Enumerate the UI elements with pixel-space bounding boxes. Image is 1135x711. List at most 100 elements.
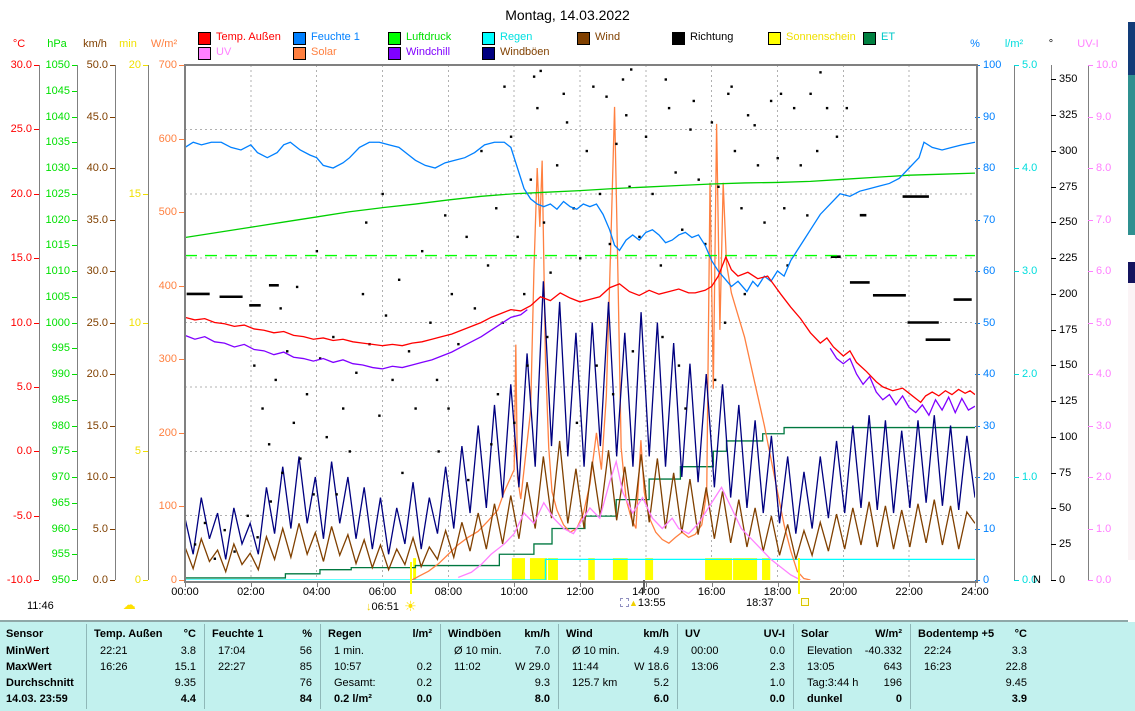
axis-tick: [72, 220, 77, 221]
annotation-sunrise: ↓06:51 ☀: [366, 597, 417, 614]
table-cell-value: 8.0: [534, 693, 550, 705]
table-col-unit: °C: [183, 628, 196, 640]
legend-label: Luftdruck: [406, 31, 452, 43]
axis-tick: [72, 142, 77, 143]
axis-tick: [34, 65, 39, 66]
direction-dot: [806, 214, 809, 217]
legend-label: Temp. Außen: [216, 31, 281, 43]
table-cell-value: 4.4: [180, 693, 196, 705]
series-Feuchte 1: [185, 141, 975, 293]
axis-tick: [72, 426, 77, 427]
legend-label: ET: [881, 31, 896, 43]
direction-dot: [845, 106, 849, 110]
x-tick-label: 16:00: [697, 586, 726, 598]
axis-tick-label: 9.0: [1096, 111, 1112, 123]
direction-dot: [274, 378, 277, 382]
axis-tick: [1014, 374, 1019, 375]
table-col-header: Feuchte 1: [212, 628, 264, 640]
axis-tick: [72, 374, 77, 375]
table-cell-time: 125.7 km: [572, 677, 618, 689]
axis-tick-label: 60: [983, 265, 996, 277]
direction-dot: [631, 350, 635, 353]
axis-tick-label: 5.0: [1096, 317, 1112, 329]
direction-dot: [592, 85, 595, 88]
axis-tick-label: 45.0: [86, 111, 108, 123]
legend-swatch-Regen: [482, 32, 495, 45]
series-Temp. Außen: [185, 255, 975, 404]
x-tick: [514, 582, 516, 587]
axis-tick-label: 150: [1059, 359, 1078, 371]
direction-dot: [193, 543, 197, 546]
table-cell-value: 7.0: [534, 645, 550, 657]
axis-tick: [34, 387, 39, 388]
direction-dot: [213, 557, 217, 560]
x-tick: [185, 582, 186, 587]
direction-dot: [435, 378, 439, 382]
axis-tick-label: 960: [51, 523, 70, 535]
series-Windböen: [185, 281, 975, 560]
table-cell-time: 1 min.: [334, 645, 364, 657]
direction-dot: [746, 114, 750, 117]
direction-dot: [513, 421, 516, 425]
series-UV: [457, 459, 801, 580]
axis-tick: [179, 286, 184, 287]
direction-dot: [325, 435, 328, 439]
axis-tick-label: 1040: [45, 111, 70, 123]
table-row-label: MaxWert: [6, 661, 52, 673]
axis-header-°C: °C: [12, 38, 26, 50]
direction-dot: [779, 92, 783, 96]
axis-line: [77, 65, 78, 580]
legend-swatch-Feuchte 1: [293, 32, 306, 45]
axis-tick: [1051, 544, 1056, 545]
x-tick-label: 00:00: [171, 586, 199, 598]
axis-tick: [143, 323, 148, 324]
axis-tick-label: 975: [51, 445, 70, 457]
axis-tick-label: 995: [51, 342, 70, 354]
axis-line: [1051, 65, 1052, 580]
axis-tick-label: 3.0: [1096, 420, 1112, 432]
axis-tick: [1051, 222, 1056, 223]
table-cell-value: 0: [895, 693, 902, 705]
direction-dot: [733, 149, 737, 153]
axis-tick: [179, 580, 184, 581]
table-col-unit: %: [302, 628, 312, 640]
table-column-separator: [910, 624, 911, 709]
axis-tick-label: 1000: [45, 317, 70, 329]
axis-tick: [1051, 508, 1056, 509]
axis-tick-label: 40: [983, 368, 996, 380]
axis-tick: [72, 400, 77, 401]
direction-dot: [465, 235, 468, 239]
table-column-separator: [793, 624, 794, 709]
direction-dot: [315, 249, 319, 253]
direction-dot: [816, 149, 819, 153]
direction-dot: [717, 185, 720, 188]
axis-tick: [110, 65, 115, 66]
direction-dot: [299, 457, 302, 460]
direction-dot: [342, 407, 345, 410]
axis-tick: [34, 580, 39, 581]
table-cell-value: 1.0: [769, 677, 785, 689]
axis-tick-label: 30: [983, 420, 996, 432]
direction-dot: [697, 178, 700, 181]
direction-dot: [355, 371, 358, 374]
direction-dot: [480, 149, 483, 153]
direction-dot: [542, 221, 546, 224]
axis-tick-label: 175: [1059, 324, 1078, 336]
direction-dot: [381, 192, 384, 196]
axis-header-l/m²: l/m²: [1004, 38, 1024, 50]
table-cell-time: 17:04: [218, 645, 246, 657]
axis-tick-label: 10: [128, 317, 141, 329]
table-cell-value: 76: [299, 677, 312, 689]
axis-tick: [1014, 580, 1019, 581]
direction-dot: [365, 221, 368, 224]
background-window-sliver: [1128, 22, 1135, 622]
table-col-header: Solar: [801, 628, 829, 640]
sliver-segment: [1128, 283, 1135, 560]
axis-tick: [110, 374, 115, 375]
x-tick-label: 08:00: [434, 586, 463, 598]
direction-dot: [526, 364, 529, 367]
axis-tick: [1088, 323, 1093, 324]
x-axis-labels: 00:00 02:00 04:00 06:00 08:00 10:00 12:00 14:00…: [171, 558, 989, 598]
table-cell-value: 0.2: [416, 677, 432, 689]
